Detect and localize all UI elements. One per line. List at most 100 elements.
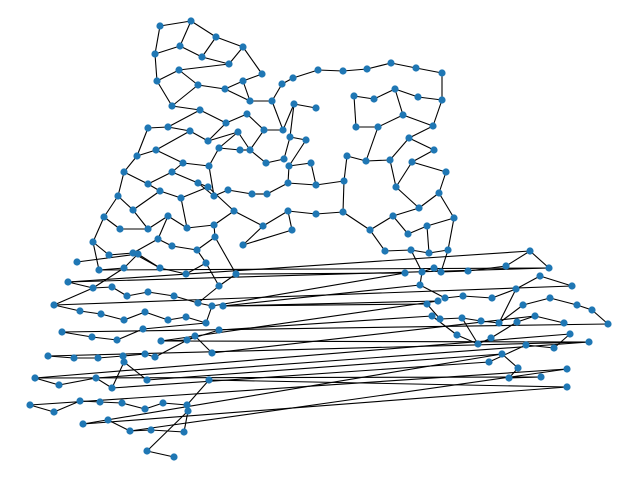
graph-node: [120, 316, 128, 324]
graph-edge: [411, 149, 435, 163]
graph-edge: [171, 105, 201, 111]
graph-node: [92, 374, 100, 382]
graph-edge: [180, 197, 188, 229]
graph-edge: [415, 67, 443, 74]
graph-edge: [390, 62, 417, 69]
graph-node: [73, 258, 81, 266]
graph-edge: [95, 341, 590, 379]
graph-node: [381, 247, 389, 255]
graph-node: [414, 93, 422, 101]
graph-node: [151, 50, 159, 58]
graph-edge: [389, 137, 410, 161]
graph-node: [280, 155, 288, 163]
graph-edge: [411, 161, 447, 173]
graph-edge: [271, 100, 284, 131]
graph-node: [239, 241, 247, 249]
graph-node: [436, 315, 444, 323]
graph-node: [236, 146, 244, 154]
graph-edge: [461, 317, 479, 345]
graph-node: [230, 207, 238, 215]
graph-node: [423, 222, 431, 230]
graph-node: [588, 306, 596, 314]
graph-node: [219, 302, 227, 310]
graph-node: [183, 336, 191, 344]
graph-node: [139, 325, 147, 333]
graph-node: [519, 301, 527, 309]
graph-edge: [159, 267, 187, 275]
graph-node: [152, 146, 160, 154]
graph-node: [205, 376, 213, 384]
graph-node: [100, 213, 108, 221]
graph-node: [180, 428, 188, 436]
graph-edge: [242, 229, 293, 246]
graph-node: [119, 352, 127, 360]
graph-edge: [103, 195, 119, 218]
graph-edge: [29, 404, 55, 413]
graph-node: [108, 283, 116, 291]
graph-node: [191, 332, 199, 340]
graph-node: [307, 159, 315, 167]
graph-edge: [224, 88, 251, 102]
graph-node: [366, 226, 374, 234]
graph-edge: [488, 344, 527, 363]
graph-edge: [142, 322, 207, 330]
graph-edge: [525, 344, 555, 349]
graph-edge: [292, 69, 319, 79]
graph-node: [408, 158, 416, 166]
graph-edge: [159, 20, 192, 27]
graph-node: [144, 225, 152, 233]
graph-edge: [369, 215, 394, 231]
graph-edge: [237, 131, 251, 151]
graph-node: [208, 302, 216, 310]
graph-edge: [129, 368, 568, 432]
graph-edge: [342, 68, 368, 72]
graph-edge: [34, 377, 60, 386]
graph-node: [134, 250, 142, 258]
graph-node: [284, 179, 292, 187]
graph-node: [164, 212, 172, 220]
graph-edge: [197, 84, 226, 90]
graph-node: [284, 207, 292, 215]
graph-edge: [171, 245, 198, 251]
graph-node: [159, 399, 167, 407]
graph-node: [288, 226, 296, 234]
graph-node: [370, 95, 378, 103]
graph-node: [428, 312, 436, 320]
graph-edge: [116, 328, 144, 341]
graph-edge: [384, 249, 412, 252]
graph-node: [243, 110, 251, 118]
graph-edge: [215, 36, 244, 48]
graph-edge: [47, 355, 75, 359]
graph-edge: [456, 334, 479, 345]
graph-node: [444, 246, 452, 254]
graph-node: [144, 180, 152, 188]
graph-node: [141, 350, 149, 358]
graph-node: [204, 183, 212, 191]
graph-node: [560, 319, 568, 327]
graph-edge: [67, 250, 531, 283]
graph-node: [194, 179, 202, 187]
graph-edge: [262, 210, 289, 227]
graph-node: [487, 334, 495, 342]
graph-node: [96, 398, 104, 406]
graph-node: [412, 64, 420, 72]
graph-node: [116, 225, 124, 233]
graph-node: [222, 119, 230, 127]
graph-edge: [515, 275, 541, 290]
graph-node: [568, 282, 576, 290]
graph-edge: [310, 162, 317, 186]
graph-edge: [218, 131, 239, 149]
graph-node: [211, 233, 219, 241]
graph-edge: [366, 62, 392, 70]
graph-node: [258, 70, 266, 78]
graph-node: [55, 381, 63, 389]
graph-node: [44, 352, 52, 360]
graph-node: [399, 111, 407, 119]
graph-edge: [136, 127, 149, 157]
graph-node: [141, 405, 149, 413]
graph-node: [453, 331, 461, 339]
graph-edge: [342, 180, 345, 213]
graph-node: [186, 127, 194, 135]
graph-node: [202, 319, 210, 327]
graph-node: [234, 128, 242, 136]
